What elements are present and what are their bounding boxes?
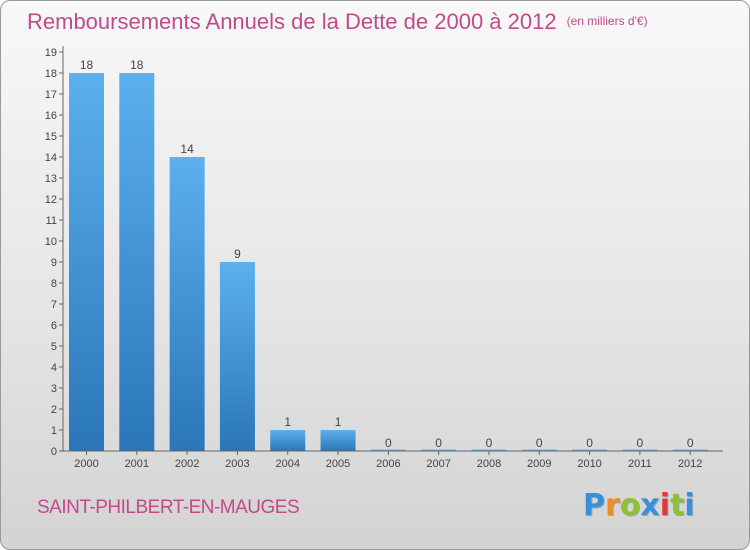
y-tick-label: 7 [51,299,57,311]
y-tick-label: 12 [45,194,57,206]
bar [119,73,155,451]
y-tick-label: 11 [46,215,57,227]
y-tick-label: 2 [51,404,57,416]
y-tick-label: 19 [45,47,57,59]
bar [672,449,708,451]
x-tick-label: 2002 [175,458,199,470]
bars-group: 18 18 14 9 1 1 0 0 0 0 0 0 0 [69,58,708,451]
logo-letter: P [583,488,605,523]
data-label: 18 [80,58,94,72]
y-tick-label: 4 [51,362,57,374]
data-label: 0 [586,436,593,450]
y-tick-label: 17 [45,89,57,101]
y-tick-label: 1 [51,425,57,437]
data-label: 0 [536,436,543,450]
x-tick-label: 2011 [628,458,652,470]
bar [270,430,306,451]
chart-title: Remboursements Annuels de la Dette de 20… [27,9,648,35]
y-tick-label: 5 [51,341,57,353]
bar [370,449,406,451]
data-label: 0 [486,436,493,450]
y-tick-label: 13 [45,173,57,185]
data-label: 0 [637,436,644,450]
bar [219,262,255,451]
logo-letter: i [659,488,671,523]
logo-letter: i [684,488,695,523]
bar [572,449,608,451]
logo-letter: r [605,488,620,523]
bar [421,449,457,451]
y-tick-label: 8 [51,278,57,290]
bar [69,73,104,451]
bar [169,157,205,451]
y-tick-label: 14 [45,152,57,164]
data-label: 0 [385,436,392,450]
bar [622,449,658,451]
chart-subtitle: (en milliers d'€) [566,14,648,28]
data-label: 18 [130,58,144,72]
proxiti-logo: Proxiti [583,488,695,523]
data-label: 9 [234,247,241,261]
chart-title-text: Remboursements Annuels de la Dette de 20… [27,9,557,34]
logo-letter: x [640,488,660,523]
x-tick-label: 2009 [527,458,551,470]
x-tick-label: 2004 [275,458,299,470]
x-tick-label: 2006 [376,458,400,470]
bar [521,449,557,451]
data-label: 14 [180,142,194,156]
y-tick-label: 16 [45,110,57,122]
x-tick-label: 2005 [326,458,350,470]
y-tick-label: 15 [45,131,57,143]
data-label: 1 [335,415,342,429]
data-label: 0 [435,436,442,450]
x-tick-label: 2010 [577,458,601,470]
data-label: 1 [284,415,291,429]
y-tick-label: 18 [45,68,57,80]
x-tick-label: 2003 [225,458,249,470]
x-tick-label: 2007 [426,458,450,470]
logo-letter: o [619,488,641,523]
bar [471,449,507,451]
x-tick-label: 2008 [477,458,501,470]
y-tick-label: 10 [45,236,57,248]
y-tick-label: 0 [51,446,57,458]
x-tick-label: 2001 [125,458,149,470]
commune-name: SAINT-PHILBERT-EN-MAUGES [37,497,300,518]
x-tick-label: 2000 [74,458,98,470]
y-tick-label: 9 [51,257,57,269]
y-tick-label: 3 [51,383,57,395]
x-axis: 2000 2001 2002 2003 2004 2005 2006 2007 2008 2009… [63,450,723,470]
x-tick-label: 2012 [678,458,702,470]
bar [320,430,356,451]
data-label: 0 [687,436,694,450]
logo-letter: t [670,488,685,523]
y-tick-label: 6 [51,320,57,332]
